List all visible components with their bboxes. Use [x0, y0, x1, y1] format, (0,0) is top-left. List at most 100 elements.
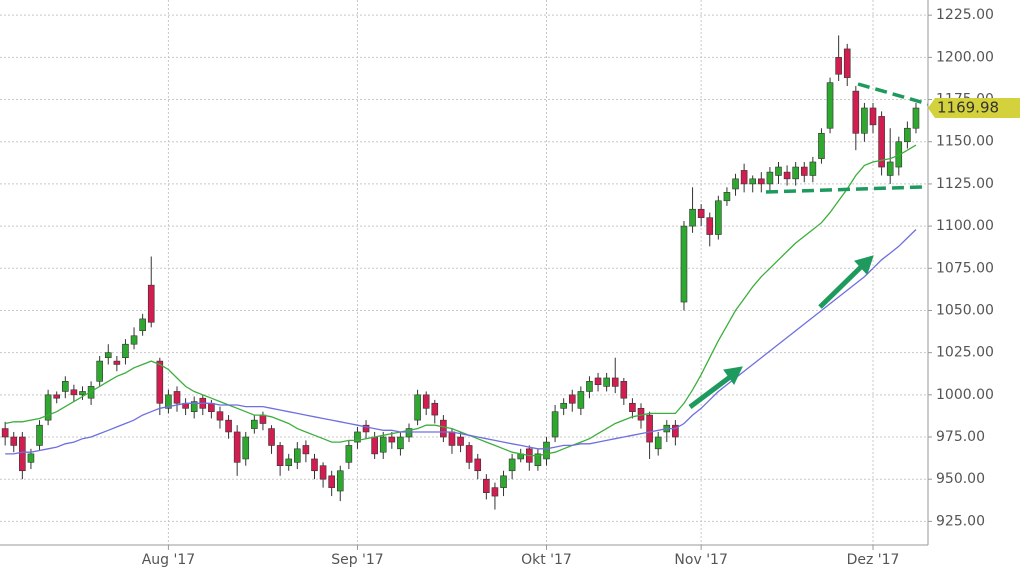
candle-body — [826, 82, 834, 129]
candle-body — [440, 419, 447, 438]
candle-body — [577, 391, 585, 409]
candle-body — [457, 436, 464, 446]
price-tag-box — [928, 98, 1020, 119]
candle-body — [362, 424, 370, 433]
candle-body — [422, 394, 430, 409]
candle-body — [139, 318, 146, 332]
y-tick-label: 1025.00 — [936, 345, 994, 361]
x-tick-label: Sep '17 — [331, 552, 384, 568]
candle-body — [1, 428, 9, 438]
y-tick-label: 1000.00 — [936, 387, 994, 403]
candle-body — [800, 166, 808, 176]
candle-body — [242, 436, 250, 460]
candle-body — [147, 284, 155, 323]
y-tick-label: 1125.00 — [936, 176, 994, 192]
trend-line — [857, 82, 929, 106]
candle-body — [233, 431, 241, 463]
y-tick-label: 975.00 — [936, 429, 985, 445]
candle-body — [758, 178, 765, 185]
candle-body — [87, 386, 95, 399]
candle-body — [285, 458, 293, 466]
candle-body — [792, 166, 799, 180]
candle-body — [491, 487, 499, 497]
candle-body — [336, 470, 344, 492]
y-tick-label: 950.00 — [936, 471, 985, 487]
candle-body — [483, 478, 490, 493]
candle-body — [749, 178, 757, 185]
last-price-tag: 1169.98 — [928, 98, 1020, 119]
candle-body — [10, 436, 18, 446]
candle-body — [740, 170, 748, 185]
candle-body — [19, 436, 26, 472]
candle-body — [732, 178, 739, 190]
y-tick-label: 925.00 — [936, 513, 985, 529]
candle-body — [27, 453, 35, 463]
moving-average-line — [5, 144, 917, 457]
candle-body — [328, 475, 335, 488]
candle-body — [594, 377, 602, 386]
candle-body — [354, 431, 361, 443]
candle-body — [104, 352, 112, 359]
candle-body — [775, 166, 782, 176]
candle-body — [809, 161, 817, 176]
candle-body — [508, 458, 516, 472]
candle-body — [783, 171, 791, 180]
y-tick-label: 1225.00 — [936, 7, 994, 23]
candle-body — [36, 424, 43, 446]
candle-body — [302, 445, 310, 455]
candle-body — [122, 343, 129, 359]
arrow — [818, 255, 874, 309]
candle-body — [603, 377, 610, 387]
candle-body — [397, 436, 404, 450]
candle-body — [448, 431, 456, 446]
x-tick-label: Nov '17 — [674, 552, 727, 568]
candle-body — [371, 436, 378, 455]
candle-body — [543, 441, 550, 460]
candle-body — [225, 419, 232, 433]
candle-body — [611, 377, 619, 387]
candle-body — [654, 436, 662, 450]
candle-body — [431, 402, 439, 416]
candle-body — [629, 402, 636, 413]
candle-body — [706, 217, 714, 235]
y-tick-label: 1150.00 — [936, 134, 994, 150]
y-tick-label: 1100.00 — [936, 218, 994, 234]
candle-body — [835, 57, 842, 75]
candle-body — [852, 90, 860, 134]
candle-body — [311, 458, 318, 472]
candle-body — [405, 428, 413, 438]
moving-average-line — [5, 229, 917, 455]
annotations — [688, 82, 929, 409]
candle-body — [500, 475, 507, 488]
candle-body — [388, 436, 396, 443]
candle-body — [861, 107, 868, 134]
arrow — [688, 366, 743, 409]
candle-body — [904, 127, 911, 143]
candle-body — [620, 381, 628, 399]
candle-body — [465, 445, 473, 463]
candle-body — [70, 389, 78, 396]
candle-body — [259, 414, 267, 424]
candle-body — [474, 458, 482, 472]
x-tick-label: Okt '17 — [521, 552, 572, 568]
x-tick-label: Dez '17 — [847, 552, 900, 568]
candle-body — [62, 381, 69, 392]
candle-body — [276, 445, 284, 466]
y-tick-label: 1075.00 — [936, 260, 994, 276]
candle-body — [672, 424, 679, 438]
y-tick-label: 1050.00 — [936, 302, 994, 318]
candle-body — [345, 445, 353, 463]
candle-body — [586, 381, 593, 392]
candle-body — [534, 453, 542, 466]
candle-body — [414, 394, 421, 421]
candle-body — [568, 394, 576, 404]
candle-body — [216, 411, 224, 421]
candle-body — [190, 401, 198, 413]
candle-body — [130, 335, 138, 345]
candle-body — [156, 360, 164, 404]
candle-body — [715, 200, 722, 235]
candle-body — [697, 208, 705, 218]
candle-body — [680, 225, 688, 303]
candle-body — [165, 394, 172, 409]
